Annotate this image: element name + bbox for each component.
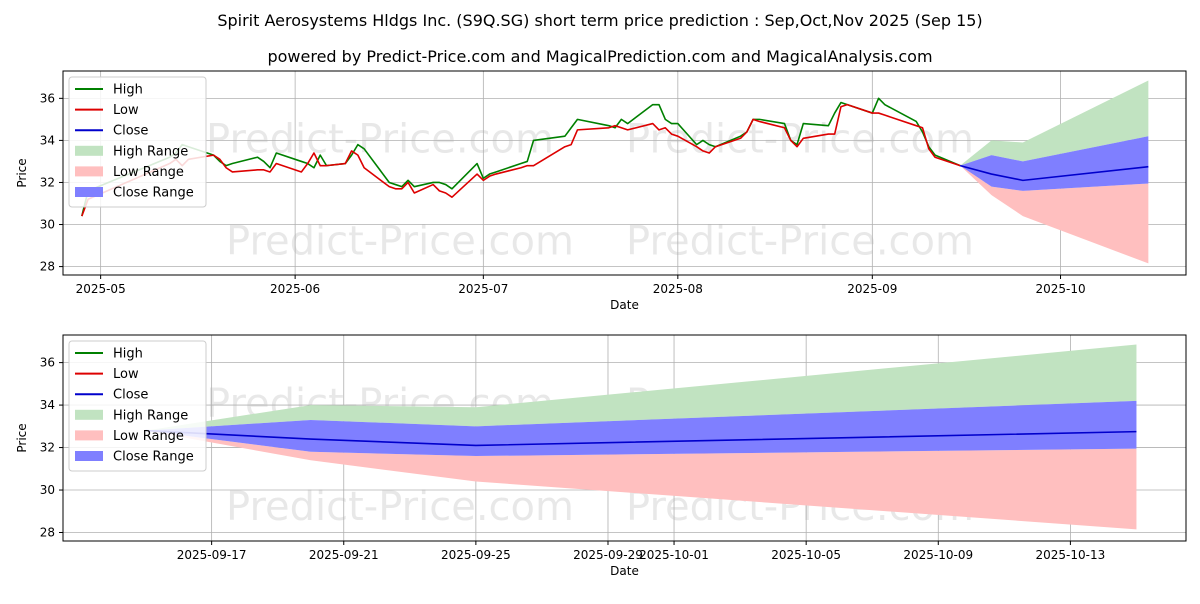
legend-swatch-close-range [75, 451, 103, 461]
legend-label-close-range: Close Range [113, 450, 194, 465]
y-tick-label: 30 [40, 218, 55, 232]
close-line [145, 429, 1137, 447]
x-tick-label: 2025-10-13 [1036, 548, 1106, 562]
legend-label-low: Low [113, 367, 139, 382]
y-tick-label: 28 [40, 260, 55, 274]
x-axis-label: Date [610, 564, 639, 578]
plot-area [145, 344, 1137, 530]
x-tick-label: 2025-09-25 [441, 548, 511, 562]
chart-title: Spirit Aerosystems Hldgs Inc. (S9Q.SG) s… [217, 11, 982, 30]
legend-swatch-close-range [75, 187, 103, 197]
low-range-band [145, 430, 1137, 530]
y-tick-label: 28 [40, 526, 55, 540]
x-tick-label: 2025-09-17 [177, 548, 247, 562]
axes-frame [62, 70, 1187, 276]
x-tick-label: 2025-10-09 [903, 548, 973, 562]
x-tick-label: 2025-07 [458, 282, 508, 296]
legend-label-close: Close [113, 124, 148, 139]
high-range-band [960, 80, 1149, 166]
plot-area [81, 80, 1149, 264]
low-range-band [960, 165, 1149, 264]
x-tick-label: 2025-08 [653, 282, 703, 296]
legend-label-close-range: Close Range [113, 186, 194, 201]
chart-subtitle: powered by Predict-Price.com and Magical… [267, 47, 932, 66]
legend-label-close: Close [113, 388, 148, 403]
x-tick-label: 2025-09-29 [573, 548, 643, 562]
x-tick-label: 2025-06 [270, 282, 320, 296]
low-line [81, 103, 961, 217]
x-tick-label: 2025-10 [1035, 282, 1085, 296]
legend-box [68, 76, 207, 208]
y-axis-label: Price [15, 423, 29, 452]
x-tick-label: 2025-10-05 [771, 548, 841, 562]
y-tick-label: 32 [40, 441, 55, 455]
axes-frame [62, 334, 1187, 542]
legend-label-high: High [113, 83, 143, 98]
x-tick-label: 2025-10-01 [639, 548, 709, 562]
y-tick-label: 30 [40, 483, 55, 497]
watermark-text: Predict-Price.com [626, 218, 974, 264]
y-tick-label: 36 [40, 91, 55, 105]
x-tick-label: 2025-09 [847, 282, 897, 296]
y-tick-label: 36 [40, 356, 55, 370]
legend-swatch-low-range [75, 430, 103, 441]
y-tick-label: 34 [40, 133, 55, 147]
high-range-band [145, 344, 1137, 431]
legend-label-high-range: High Range [113, 144, 188, 159]
legend: High Low Close High Range Low Range Close Ran… [68, 76, 207, 208]
y-tick-label: 34 [40, 398, 55, 412]
watermark-text: Predict-Price.com [226, 218, 574, 264]
watermark-text: Predict-Price.com [206, 116, 554, 162]
legend-swatch-high-range [75, 409, 103, 420]
legend-label-low-range: Low Range [113, 165, 184, 180]
top-panel: Predict-Price.com Predict-Price.com Predic… [15, 70, 1187, 312]
x-tick-label: 2025-05 [76, 282, 126, 296]
y-tick-label: 32 [40, 175, 55, 189]
watermark-text: Predict-Price.com [226, 484, 574, 530]
y-axis-label: Price [15, 158, 29, 187]
legend-swatch-low-range [75, 166, 103, 177]
legend: High Low Close High Range Low Range Close Ran… [68, 340, 207, 472]
legend-label-low-range: Low Range [113, 429, 184, 444]
legend-swatch-high-range [75, 145, 103, 156]
legend-box [68, 340, 207, 472]
high-line [81, 97, 961, 217]
close-line [959, 164, 1149, 182]
legend-label-low: Low [113, 103, 139, 118]
x-tick-label: 2025-09-21 [309, 548, 379, 562]
legend-label-high: High [113, 347, 143, 362]
x-axis-label: Date [610, 298, 639, 312]
legend-label-high-range: High Range [113, 408, 188, 423]
